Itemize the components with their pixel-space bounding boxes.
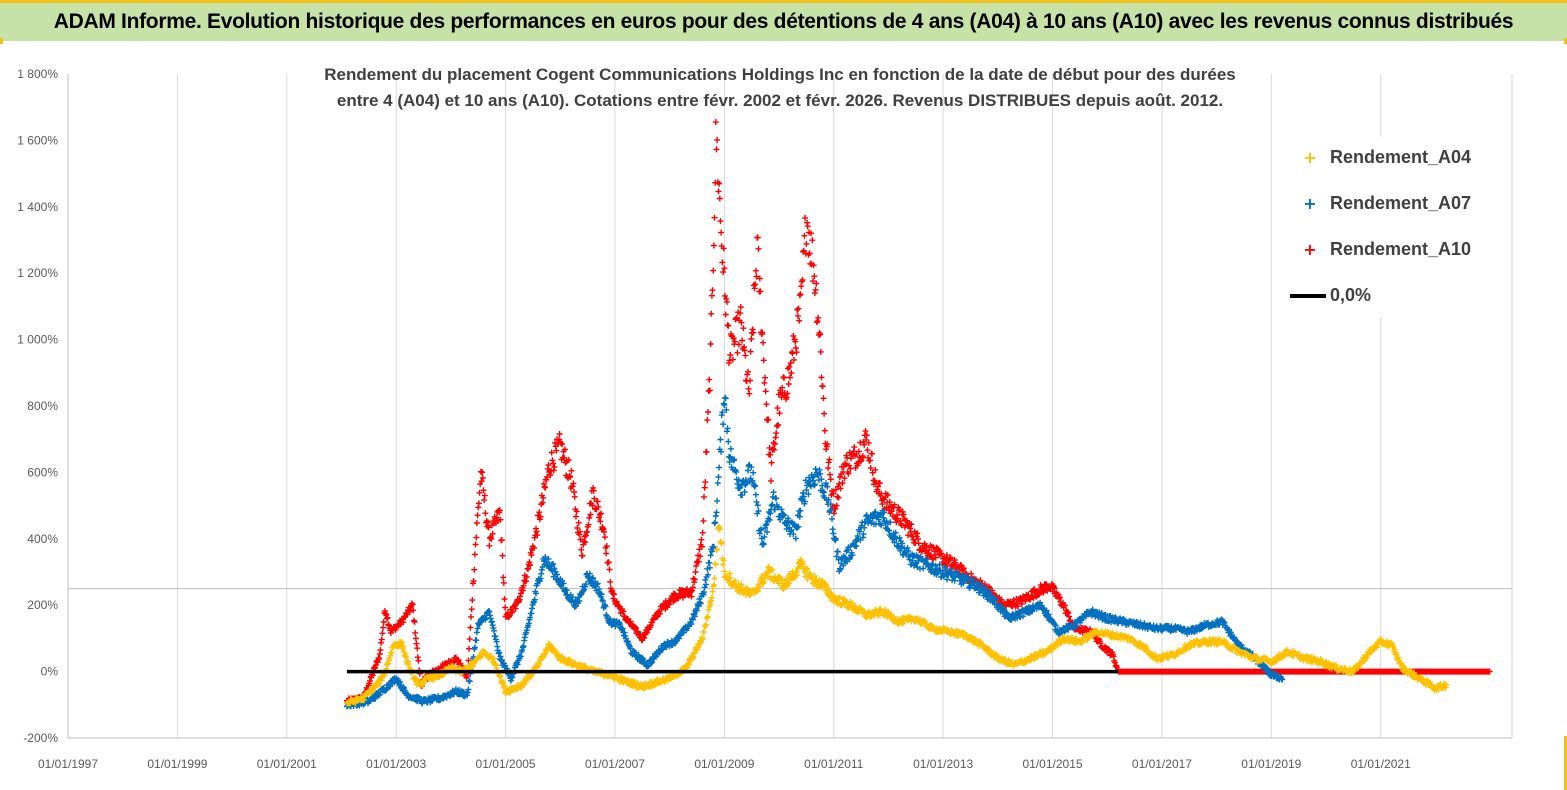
- legend-marker-a04: +: [1303, 148, 1317, 167]
- header-banner: ADAM Informe. Evolution historique des p…: [0, 0, 1567, 41]
- legend-line-zero: [1290, 293, 1326, 298]
- x-tick-label: 01/01/2001: [257, 757, 317, 771]
- legend-marker-a07: +: [1303, 194, 1317, 213]
- markers-rendement_a07: [344, 394, 1286, 710]
- legend-item-a10: + Rendement_A10: [1290, 239, 1471, 260]
- x-tick-label: 01/01/1999: [147, 757, 207, 771]
- y-tick-label: 1 800%: [17, 67, 58, 81]
- legend-label-zero: 0,0%: [1330, 285, 1372, 305]
- y-tick-label: 1 000%: [17, 333, 58, 347]
- x-tick-label: 01/01/2003: [366, 757, 426, 771]
- y-tick-label: 600%: [27, 465, 58, 479]
- legend-label-a10: Rendement_A10: [1330, 239, 1472, 259]
- x-tick-label: 01/01/2005: [476, 757, 536, 771]
- y-tick-label: 200%: [27, 598, 58, 612]
- x-tick-label: 01/01/2007: [585, 757, 645, 771]
- x-tick-label: 01/01/2011: [804, 757, 863, 771]
- corner-accent-top-left: [0, 38, 3, 44]
- chart-title-line-2: entre 4 (A04) et 10 ans (A10). Cotations…: [336, 91, 1224, 110]
- chart-legend: + Rendement_A04 + Rendement_A07 + Rendem…: [1290, 137, 1500, 317]
- y-tick-label: 1 400%: [17, 200, 58, 214]
- legend-label-a07: Rendement_A07: [1330, 193, 1472, 213]
- x-tick-label: 01/01/2017: [1132, 757, 1192, 771]
- corner-accent-bottom-right: [1564, 736, 1567, 790]
- x-tick-label: 01/01/2013: [913, 757, 973, 771]
- x-tick-label: 01/01/2021: [1351, 757, 1411, 771]
- series-rendement_a07: [344, 394, 1286, 710]
- header-title: ADAM Informe. Evolution historique des p…: [53, 10, 1514, 33]
- legend-item-a07: + Rendement_A07: [1290, 193, 1471, 214]
- chart-title: Rendement du placement Cogent Communicat…: [270, 62, 1290, 114]
- y-tick-label: 1 200%: [17, 266, 58, 280]
- legend-marker-a10: +: [1303, 240, 1317, 259]
- legend-item-a04: + Rendement_A04: [1290, 147, 1471, 168]
- chart-title-line-1: Rendement du placement Cogent Communicat…: [324, 65, 1236, 84]
- y-tick-label: 0%: [41, 665, 59, 679]
- x-tick-label: 01/01/2019: [1241, 757, 1301, 771]
- y-tick-label: 1 600%: [17, 133, 58, 147]
- y-tick-label: 400%: [27, 532, 58, 546]
- x-tick-label: 01/01/1997: [38, 757, 98, 771]
- legend-label-a04: Rendement_A04: [1330, 147, 1472, 167]
- x-tick-label: 01/01/2009: [694, 757, 754, 771]
- y-tick-label: -200%: [23, 731, 58, 745]
- corner-accent-top-right: [1564, 38, 1567, 44]
- axis-layer: -200% 0% 200% 400% 600% 800% 1 000% 1 200% 1 400…: [17, 67, 1411, 771]
- x-tick-label: 01/01/2015: [1023, 757, 1083, 771]
- legend-item-zero: 0,0%: [1290, 285, 1371, 306]
- y-tick-label: 800%: [27, 399, 58, 413]
